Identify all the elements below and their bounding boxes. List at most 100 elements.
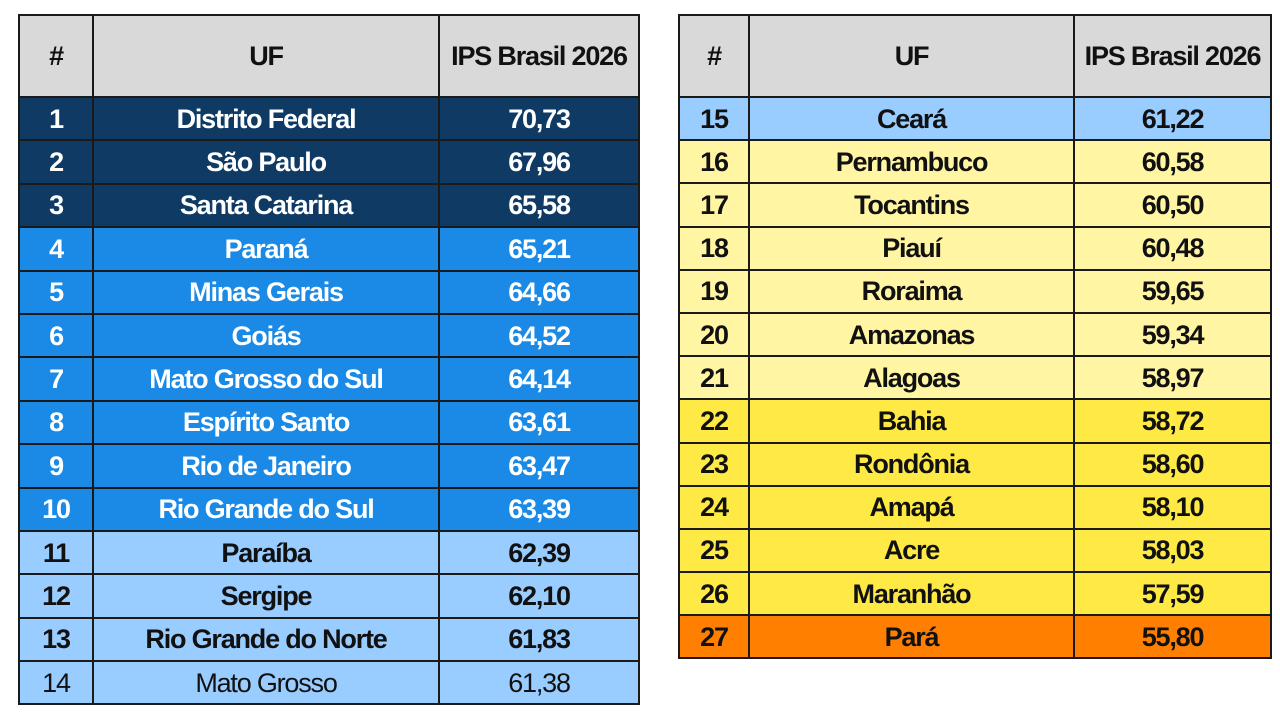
state-cell: Rondônia <box>748 441 1075 487</box>
rank-cell: 26 <box>678 571 750 617</box>
state-cell: São Paulo <box>92 139 440 185</box>
score-cell: 55,80 <box>1073 614 1272 660</box>
rank-cell: 24 <box>678 484 750 530</box>
state-cell: Acre <box>748 527 1075 574</box>
score-cell: 70,73 <box>438 95 640 142</box>
table-row: 15 Ceará 61,22 <box>678 95 1272 142</box>
table-header: # UF IPS Brasil 2026 <box>678 14 1272 98</box>
rank-cell: 10 <box>18 486 94 532</box>
score-cell: 60,50 <box>1073 182 1272 228</box>
rank-cell: 20 <box>678 311 750 358</box>
header-row: # UF IPS Brasil 2026 <box>18 14 640 98</box>
table-row: 16 Pernambuco 60,58 <box>678 139 1272 185</box>
header-cell: UF <box>92 14 440 98</box>
table-row: 5 Minas Gerais 64,66 <box>18 269 640 315</box>
score-cell: 61,83 <box>438 616 640 663</box>
table-row: 2 São Paulo 67,96 <box>18 139 640 185</box>
score-cell: 60,58 <box>1073 139 1272 185</box>
state-cell: Rio de Janeiro <box>92 443 440 489</box>
score-cell: 57,59 <box>1073 571 1272 617</box>
rank-cell: 6 <box>18 312 94 359</box>
table-row: 14 Mato Grosso 61,38 <box>18 660 640 706</box>
score-cell: 60,48 <box>1073 225 1272 271</box>
header-row: # UF IPS Brasil 2026 <box>678 14 1272 98</box>
rank-cell: 1 <box>18 95 94 142</box>
table-row: 22 Bahia 58,72 <box>678 398 1272 444</box>
score-cell: 58,72 <box>1073 398 1272 444</box>
table-body: 1 Distrito Federal 70,73 2 São Paulo 67,96 3 Sa… <box>18 95 640 706</box>
table-row: 1 Distrito Federal 70,73 <box>18 95 640 142</box>
state-cell: Pará <box>748 614 1075 660</box>
state-cell: Amazonas <box>748 311 1075 358</box>
state-cell: Distrito Federal <box>92 95 440 142</box>
table-row: 13 Rio Grande do Norte 61,83 <box>18 616 640 663</box>
score-cell: 58,97 <box>1073 355 1272 401</box>
rank-cell: 9 <box>18 443 94 489</box>
rank-cell: 2 <box>18 139 94 185</box>
state-cell: Bahia <box>748 398 1075 444</box>
score-cell: 63,47 <box>438 443 640 489</box>
state-cell: Rio Grande do Norte <box>92 616 440 663</box>
rank-cell: 21 <box>678 355 750 401</box>
table-row: 6 Goiás 64,52 <box>18 312 640 359</box>
rank-cell: 14 <box>18 660 94 706</box>
table-row: 18 Piauí 60,48 <box>678 225 1272 271</box>
rank-cell: 19 <box>678 268 750 314</box>
table-row: 25 Acre 58,03 <box>678 527 1272 574</box>
table-row: 7 Mato Grosso do Sul 64,14 <box>18 356 640 402</box>
state-cell: Goiás <box>92 312 440 359</box>
score-cell: 59,34 <box>1073 311 1272 358</box>
table-row: 11 Paraíba 62,39 <box>18 529 640 576</box>
score-cell: 59,65 <box>1073 268 1272 314</box>
ranking-table: # UF IPS Brasil 2026 15 Ceará 61,22 16 Pernambu… <box>678 14 1272 660</box>
table-row: 8 Espírito Santo 63,61 <box>18 399 640 446</box>
rank-cell: 7 <box>18 356 94 402</box>
state-cell: Mato Grosso do Sul <box>92 356 440 402</box>
table-row: 12 Sergipe 62,10 <box>18 573 640 619</box>
table-row: 21 Alagoas 58,97 <box>678 355 1272 401</box>
table-row: 19 Roraima 59,65 <box>678 268 1272 314</box>
rank-cell: 11 <box>18 529 94 576</box>
score-cell: 58,60 <box>1073 441 1272 487</box>
header-cell: UF <box>748 14 1075 98</box>
score-cell: 58,10 <box>1073 484 1272 530</box>
table-row: 10 Rio Grande do Sul 63,39 <box>18 486 640 532</box>
rank-cell: 25 <box>678 527 750 574</box>
rank-cell: 16 <box>678 139 750 185</box>
state-cell: Minas Gerais <box>92 269 440 315</box>
score-cell: 61,22 <box>1073 95 1272 142</box>
state-cell: Tocantins <box>748 182 1075 228</box>
state-cell: Paraíba <box>92 529 440 576</box>
header-cell: # <box>18 14 94 98</box>
state-cell: Amapá <box>748 484 1075 530</box>
score-cell: 65,21 <box>438 226 640 272</box>
rank-cell: 4 <box>18 226 94 272</box>
rank-cell: 5 <box>18 269 94 315</box>
table-row: 23 Rondônia 58,60 <box>678 441 1272 487</box>
table-body: 15 Ceará 61,22 16 Pernambuco 60,58 17 Tocantins… <box>678 95 1272 660</box>
score-cell: 63,61 <box>438 399 640 446</box>
score-cell: 67,96 <box>438 139 640 185</box>
header-cell: IPS Brasil 2026 <box>438 14 640 98</box>
table-row: 24 Amapá 58,10 <box>678 484 1272 530</box>
state-cell: Sergipe <box>92 573 440 619</box>
table-row: 17 Tocantins 60,50 <box>678 182 1272 228</box>
rank-cell: 27 <box>678 614 750 660</box>
score-cell: 64,52 <box>438 312 640 359</box>
state-cell: Santa Catarina <box>92 182 440 229</box>
state-cell: Ceará <box>748 95 1075 142</box>
score-cell: 63,39 <box>438 486 640 532</box>
score-cell: 64,66 <box>438 269 640 315</box>
header-cell: IPS Brasil 2026 <box>1073 14 1272 98</box>
rank-cell: 15 <box>678 95 750 142</box>
table-row: 27 Pará 55,80 <box>678 614 1272 660</box>
rank-cell: 13 <box>18 616 94 663</box>
rank-cell: 3 <box>18 182 94 229</box>
rank-cell: 8 <box>18 399 94 446</box>
state-cell: Mato Grosso <box>92 660 440 706</box>
state-cell: Pernambuco <box>748 139 1075 185</box>
score-cell: 65,58 <box>438 182 640 229</box>
state-cell: Espírito Santo <box>92 399 440 446</box>
table-row: 4 Paraná 65,21 <box>18 226 640 272</box>
